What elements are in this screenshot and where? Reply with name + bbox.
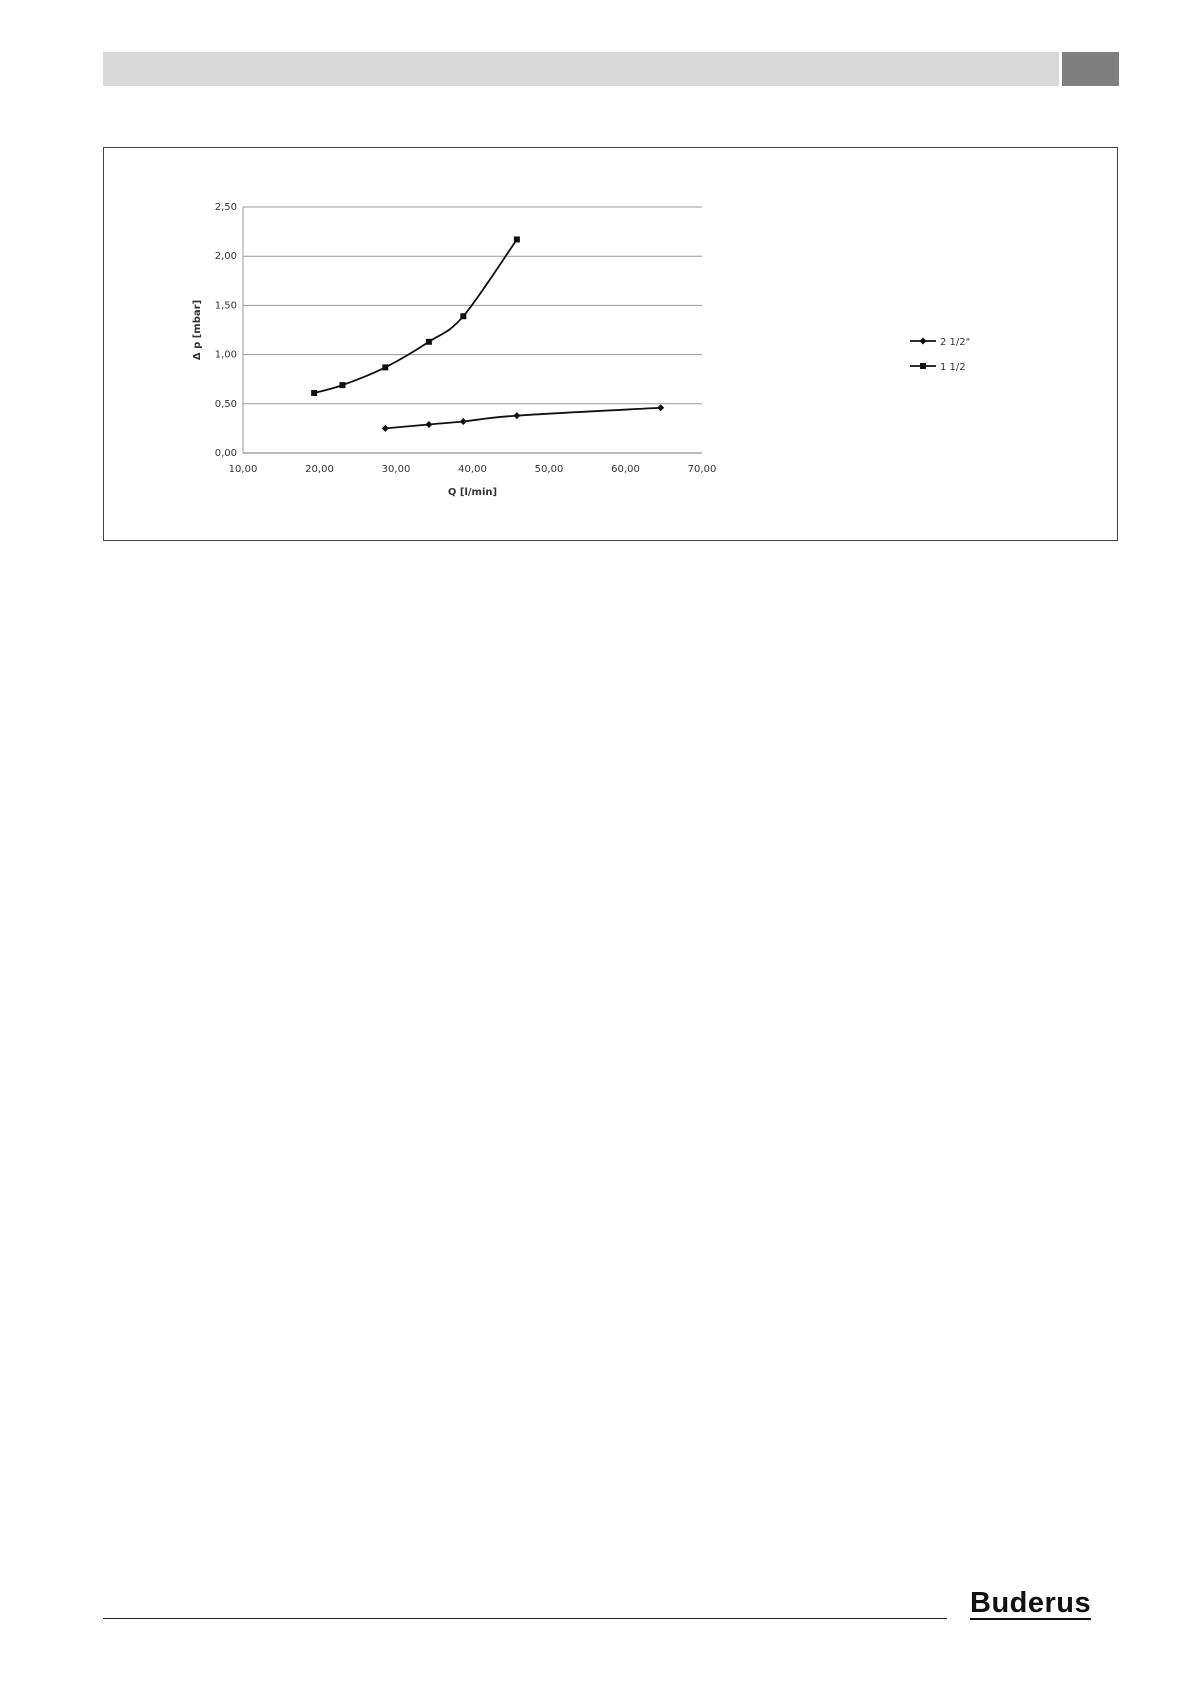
buderus-logo: Buderus bbox=[970, 1587, 1092, 1620]
x-tick-label: 10,00 bbox=[229, 464, 258, 475]
x-tick-label: 20,00 bbox=[305, 464, 334, 475]
chart-frame bbox=[103, 147, 1118, 541]
legend: 2 1/2" 1 1/2 bbox=[910, 337, 970, 373]
square-marker bbox=[460, 313, 467, 320]
page-number-tab bbox=[1062, 52, 1119, 86]
y-axis-label: Δ p [mbar] bbox=[192, 300, 203, 360]
y-tick-label: 0,00 bbox=[215, 448, 237, 459]
legend-label: 2 1/2" bbox=[940, 337, 970, 348]
x-tick-label: 40,00 bbox=[458, 464, 487, 475]
square-marker bbox=[513, 236, 520, 243]
square-marker bbox=[339, 382, 346, 389]
y-tick-labels: 0,00 0,50 1,00 1,50 2,00 2,50 bbox=[215, 202, 237, 459]
series-line bbox=[385, 406, 661, 430]
y-tick-label: 1,00 bbox=[215, 350, 237, 361]
diamond-marker bbox=[459, 418, 467, 426]
square-marker bbox=[311, 389, 318, 396]
x-tick-label: 50,00 bbox=[535, 464, 564, 475]
diamond-marker bbox=[425, 420, 433, 428]
diamond-marker bbox=[381, 424, 389, 432]
x-tick-label: 70,00 bbox=[688, 464, 717, 475]
diamond-marker bbox=[919, 337, 927, 345]
square-marker bbox=[425, 338, 432, 345]
x-tick-label: 30,00 bbox=[382, 464, 411, 475]
y-tick-label: 2,00 bbox=[215, 251, 237, 262]
square-marker bbox=[382, 364, 389, 371]
diamond-marker bbox=[513, 412, 521, 420]
x-axis-label: Q [l/min] bbox=[448, 487, 497, 498]
x-tick-label: 60,00 bbox=[611, 464, 640, 475]
series bbox=[311, 236, 665, 432]
legend-label: 1 1/2 bbox=[940, 362, 966, 373]
x-tick-labels: 10,00 20,00 30,00 40,00 50,00 60,00 70,00 bbox=[229, 464, 717, 475]
square-marker bbox=[920, 363, 926, 369]
y-tick-label: 1,50 bbox=[215, 300, 237, 311]
diamond-marker bbox=[657, 404, 665, 412]
header-bar bbox=[103, 52, 1059, 86]
series-line bbox=[313, 238, 518, 394]
footer-rule bbox=[103, 1618, 947, 1619]
grid bbox=[242, 206, 702, 454]
y-tick-label: 0,50 bbox=[215, 399, 237, 410]
y-tick-label: 2,50 bbox=[215, 202, 237, 213]
pressure-drop-chart: 0,00 0,50 1,00 1,50 2,00 2,50 10,00 20,00 30,00… bbox=[192, 202, 970, 498]
